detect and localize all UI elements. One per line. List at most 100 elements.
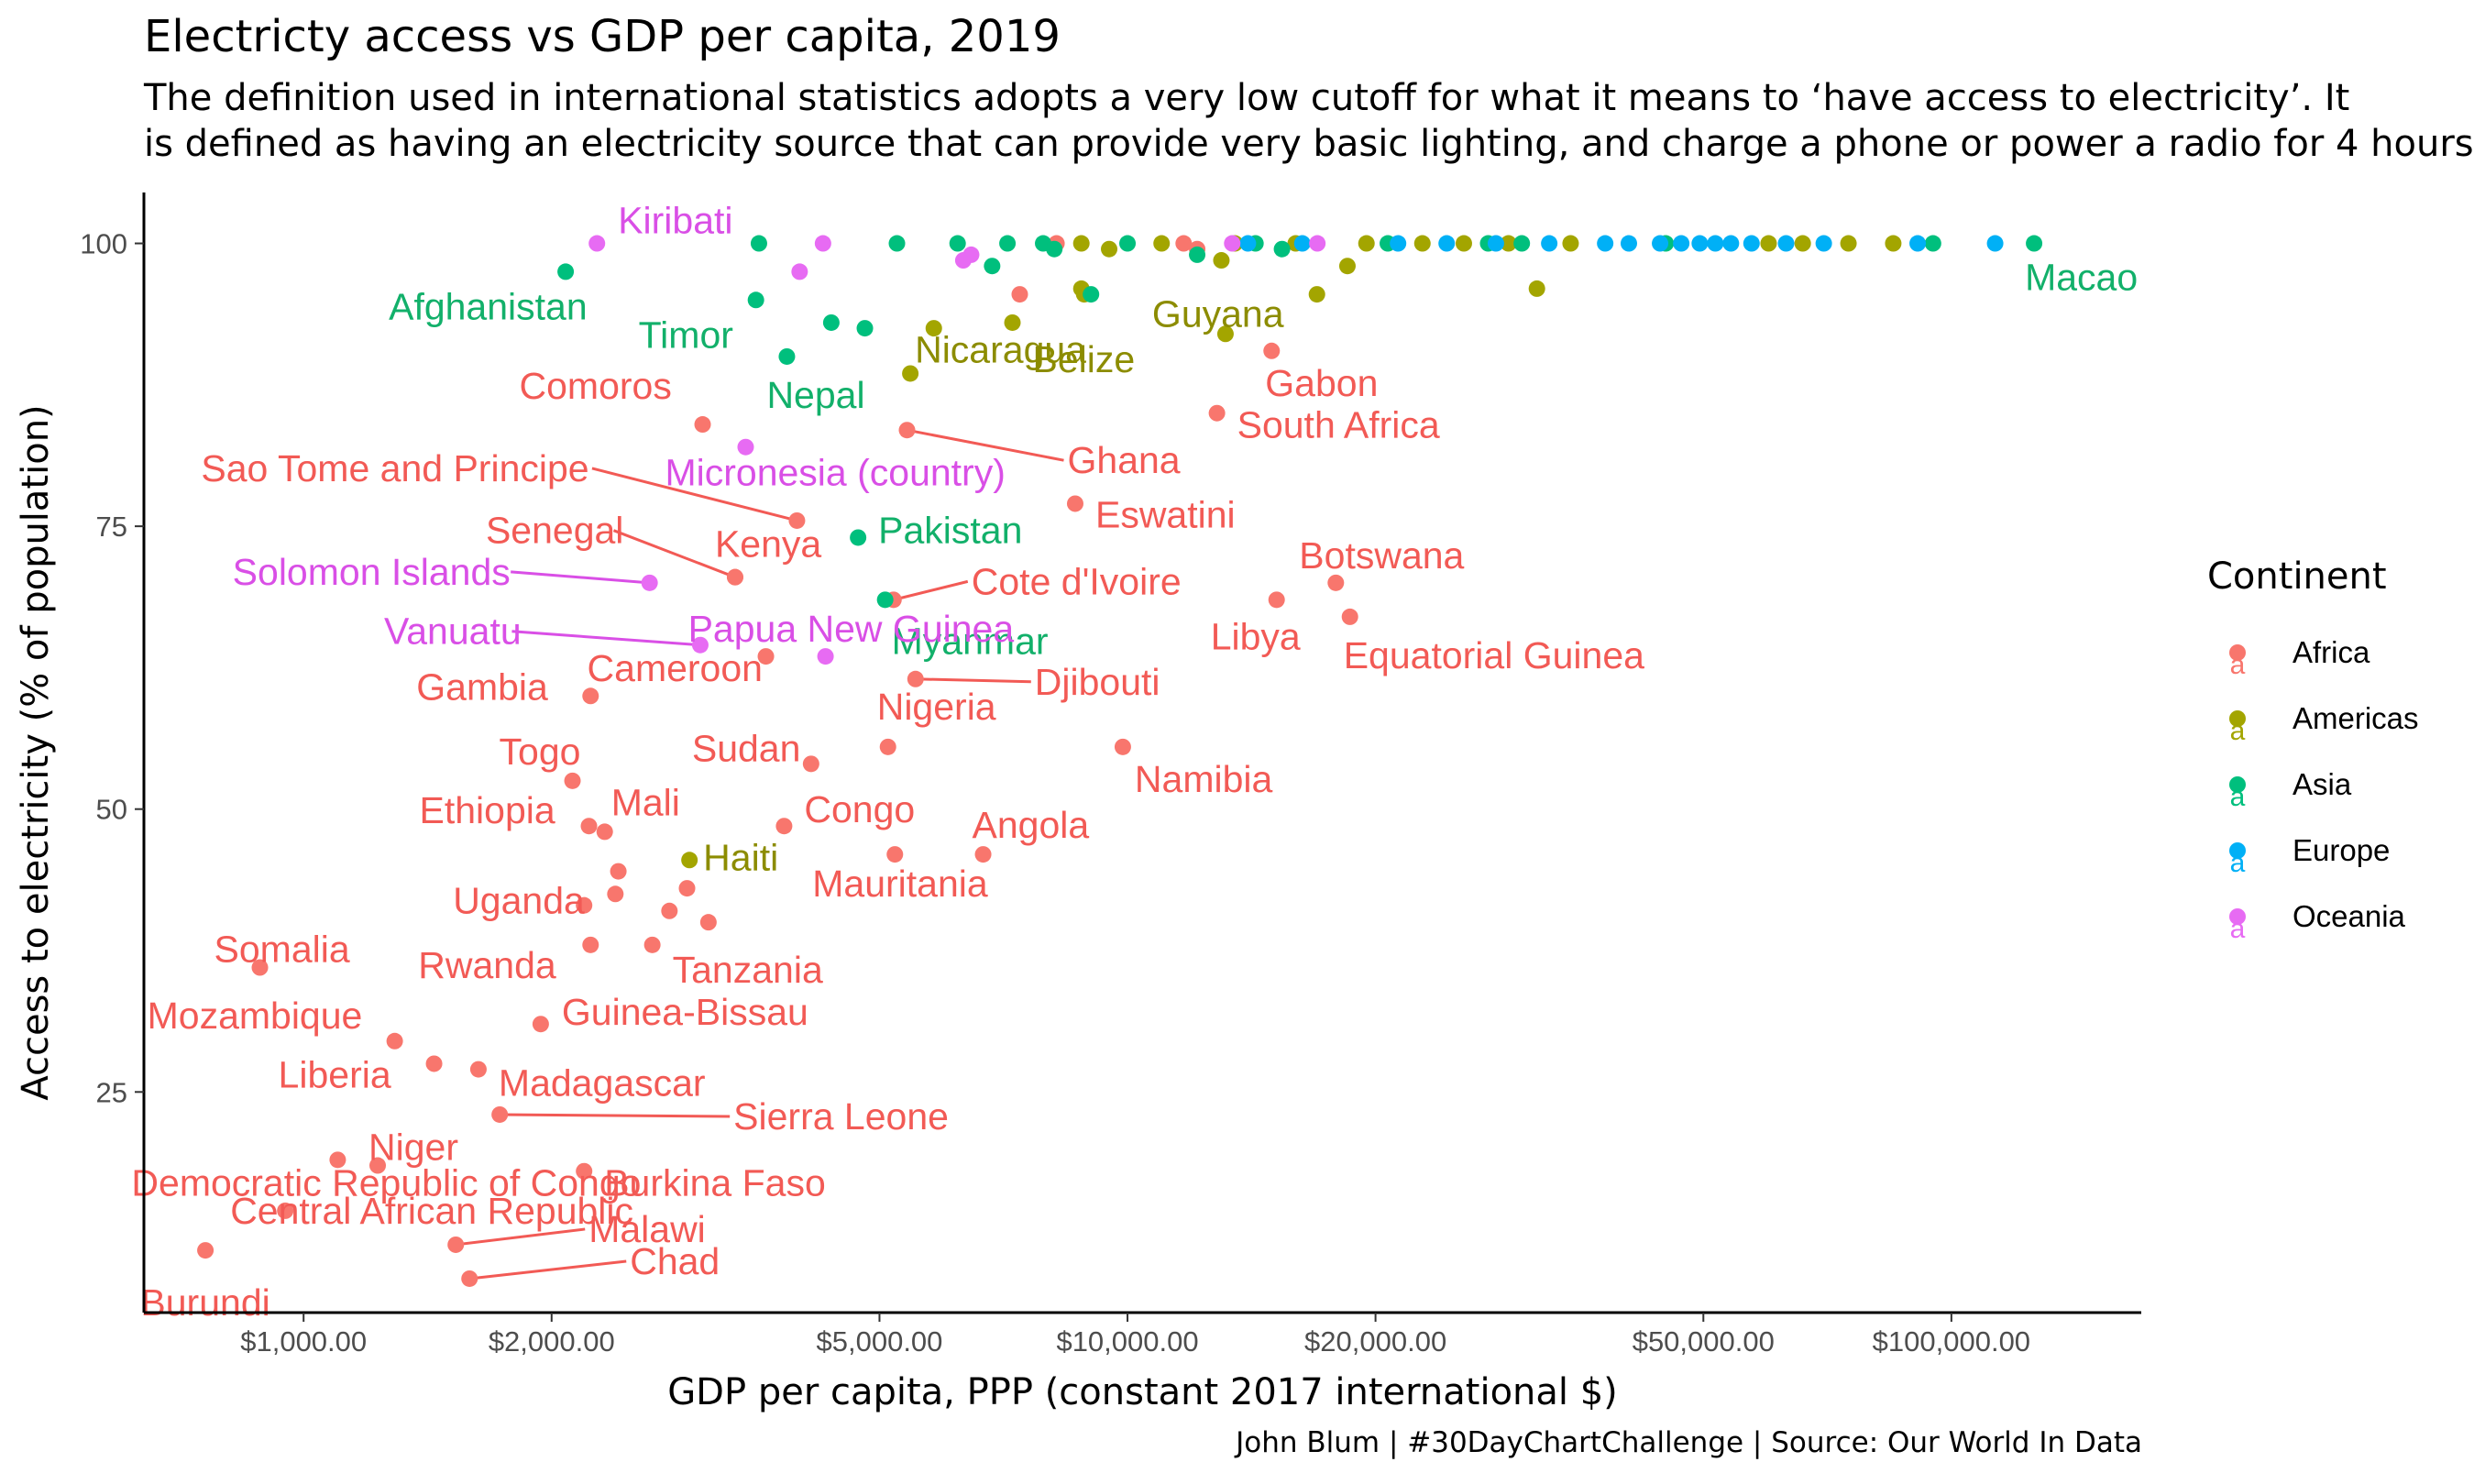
data-point-botswana (1327, 574, 1345, 591)
data-point-europe (1777, 235, 1795, 252)
data-point-madagascar (469, 1061, 487, 1078)
data-point-oceania (1309, 235, 1326, 252)
point-label-kiribati: Kiribati (618, 200, 732, 242)
data-point-tanzania (643, 936, 661, 953)
data-point-angola (974, 846, 992, 863)
data-point-burkina-faso (576, 1162, 593, 1180)
data-point-south-africa (1208, 404, 1226, 422)
data-point-mali (596, 823, 613, 841)
connector-djibouti (915, 677, 1031, 684)
connector-ghana (907, 428, 1064, 462)
data-point-asia (1046, 240, 1063, 258)
data-point-africa (661, 902, 678, 919)
data-point-sao-tome-and-principe (788, 511, 806, 529)
data-point-asia (984, 258, 1001, 275)
data-point-americas (1413, 235, 1431, 252)
connector-sierra-leone (500, 1113, 731, 1118)
point-label-kenya: Kenya (715, 523, 821, 566)
data-point-nigeria (879, 738, 896, 755)
connector-chad (469, 1259, 627, 1281)
point-label-belize: Belize (1033, 338, 1136, 380)
data-point-gambia (582, 687, 599, 705)
data-point-europe (1743, 235, 1760, 252)
data-point-democratic-republic-of-congo (329, 1151, 346, 1169)
legend-key-point-oceania (2229, 908, 2246, 925)
y-tick-label: 100 (80, 228, 127, 260)
data-point-europe (1390, 235, 1407, 252)
data-point-europe (1909, 235, 1927, 252)
chart-subtitle-line-2: is defined as having an electricity sour… (144, 123, 2474, 165)
data-point-europe (1541, 235, 1558, 252)
data-point-timor (747, 291, 764, 309)
data-point-americas (1338, 258, 1356, 275)
data-point-oceania (791, 263, 808, 280)
data-point-europe (1986, 235, 2004, 252)
chart-caption: John Blum | #30DayChartChallenge | Sourc… (1236, 1426, 2142, 1459)
point-labels: Burundi Somalia Central African RepublicDe… (131, 200, 2138, 1325)
data-point-africa (678, 880, 696, 897)
data-point-americas (925, 320, 942, 337)
point-label-sierra-leone: Sierra Leone (733, 1095, 949, 1138)
legend-label-europe: Europe (2293, 833, 2390, 867)
data-point-europe (1620, 235, 1637, 252)
data-point-oceania (962, 246, 980, 263)
data-point-guyana (1216, 325, 1234, 343)
point-label-namibia: Namibia (1135, 758, 1273, 800)
point-label-sudan: Sudan (692, 727, 801, 769)
data-point-gabon (1263, 342, 1281, 359)
data-point-europe (1707, 235, 1724, 252)
data-point-americas (1455, 235, 1472, 252)
point-label-gambia: Gambia (416, 665, 548, 708)
data-point-asia (999, 235, 1017, 252)
data-point-europe (1597, 235, 1614, 252)
legend-label-asia: Asia (2293, 767, 2352, 801)
point-label-madagascar: Madagascar (499, 1062, 706, 1105)
point-label-macao: Macao (2025, 257, 2138, 299)
data-point-rwanda (582, 936, 599, 953)
data-point-equatorial-guinea (1341, 608, 1358, 625)
point-label-niger: Niger (368, 1127, 458, 1169)
y-tick-label: 50 (96, 794, 127, 826)
legend-key-glyph-europe: a (2230, 848, 2246, 878)
data-point-europe (1652, 235, 1669, 252)
data-point-americas (1101, 240, 1118, 258)
y-tick-label: 25 (96, 1076, 127, 1108)
data-point-uganda (576, 896, 593, 914)
point-label-uganda: Uganda (453, 880, 585, 922)
data-point-namibia (1114, 738, 1131, 755)
legend-key-point-americas (2229, 710, 2246, 727)
data-point-libya (1268, 591, 1285, 609)
connector-senegal (612, 529, 736, 579)
point-label-nigeria: Nigeria (877, 686, 996, 728)
point-label-rwanda: Rwanda (418, 944, 556, 986)
data-point-chad (461, 1270, 478, 1287)
data-point-asia (1273, 240, 1291, 258)
legend-key-point-asia (2229, 776, 2246, 793)
data-point-liberia (425, 1055, 443, 1072)
point-label-mauritania: Mauritania (812, 863, 988, 905)
data-point-eswatini (1066, 495, 1083, 512)
data-point-americas (1760, 235, 1777, 252)
legend-label-oceania: Oceania (2293, 899, 2406, 933)
chart-subtitle-line-1: The definition used in international sta… (144, 77, 2350, 119)
data-points (197, 235, 2043, 1287)
data-point-americas (1358, 235, 1375, 252)
data-point-senegal (726, 568, 743, 586)
data-point-ethiopia (580, 818, 598, 835)
data-point-djibouti (907, 670, 924, 687)
point-label-liberia: Liberia (279, 1053, 391, 1095)
data-point-americas (1072, 235, 1090, 252)
x-tick-label: $50,000.00 (1633, 1325, 1775, 1358)
data-point-burundi (197, 1242, 214, 1259)
point-label-ethiopia: Ethiopia (420, 789, 555, 831)
point-label-nicaragua: Nicaragua (915, 328, 1086, 370)
legend-key-glyph-americas: a (2230, 716, 2246, 746)
data-point-togo (564, 772, 581, 789)
data-point-nicaragua (902, 365, 919, 382)
data-point-europe (1815, 235, 1832, 252)
data-point-macao (2026, 235, 2043, 252)
point-label-malawi: Malawi (588, 1208, 706, 1250)
data-point-malawi (447, 1236, 465, 1253)
point-label-djibouti: Djibouti (1035, 661, 1160, 703)
